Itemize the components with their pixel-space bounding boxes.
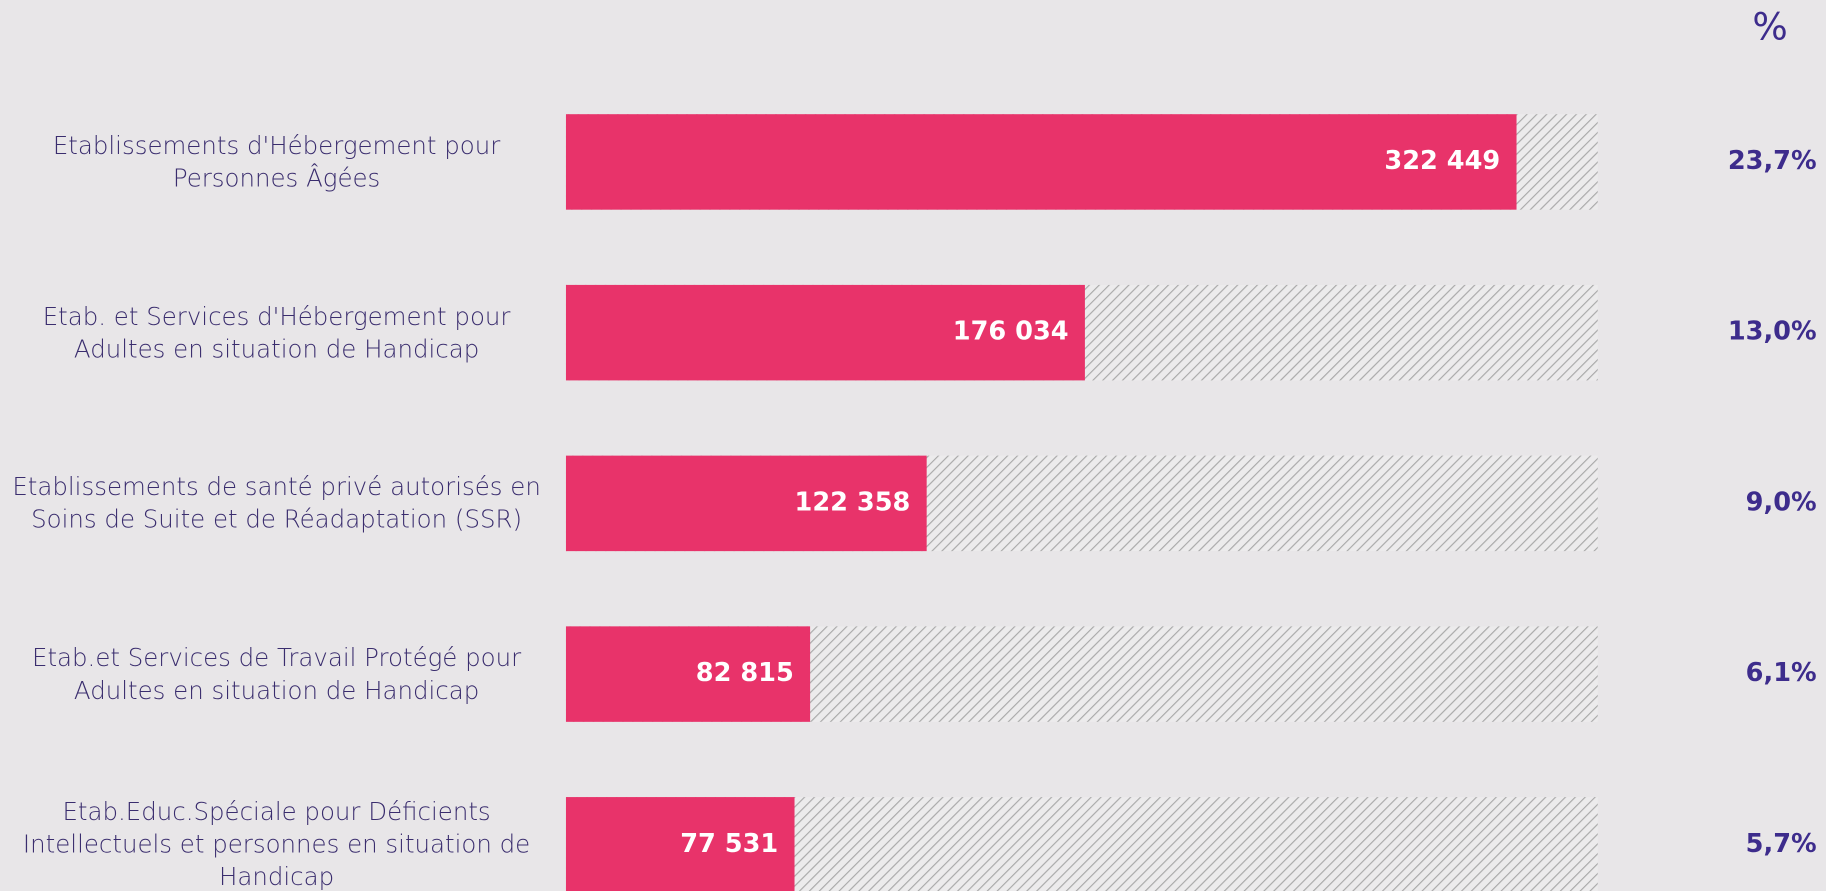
bar <box>565 114 1517 210</box>
category-label-box: Etablissements d'Hébergement pour Person… <box>12 92 542 232</box>
percent-label: 23,7% <box>1728 146 1817 176</box>
value-label: 176 034 <box>953 317 1069 347</box>
bar <box>565 797 795 891</box>
category-label-box: Etab. et Services d'Hébergement pour Adu… <box>12 263 542 403</box>
category-label-box: Etab. et Services d'Hébergement pour Adu… <box>12 263 542 403</box>
category-label: Etablissements d'Hébergement pour Person… <box>52 131 501 193</box>
value-label: 82 815 <box>696 658 794 688</box>
bar <box>565 626 811 722</box>
value-label: 122 358 <box>795 487 911 517</box>
bar <box>565 455 927 552</box>
percent-label: 5,7% <box>1746 829 1817 859</box>
percent-label: 6,1% <box>1746 658 1817 688</box>
percent-header: % <box>1752 5 1787 49</box>
percent-label: 9,0% <box>1746 487 1817 517</box>
category-label-box: Etablissements de santé privé autorisés … <box>12 433 542 573</box>
category-label-box: Etab.et Services de Travail Protégé pour… <box>12 604 542 744</box>
category-label-box: Etab.et Services de Travail Protégé pour… <box>12 604 542 744</box>
category-label-box: Etab.Educ.Spéciale pour Déficients Intel… <box>12 775 542 891</box>
category-label-box: Etablissements de santé privé autorisés … <box>12 433 542 573</box>
category-label: Etablissements de santé privé autorisés … <box>12 473 541 534</box>
category-label: Etab. et Services d'Hébergement pour Adu… <box>42 302 511 363</box>
bar <box>565 284 1085 381</box>
percent-label: 13,0% <box>1728 317 1817 347</box>
category-label: Etab.et Services de Travail Protégé pour… <box>32 643 522 705</box>
category-label: Etab.Educ.Spéciale pour Déficients Intel… <box>22 798 531 891</box>
category-label-box: Etablissements d'Hébergement pour Person… <box>12 92 542 232</box>
value-label: 322 449 <box>1384 146 1500 176</box>
value-label: 77 531 <box>680 829 778 859</box>
category-label-box: Etab.Educ.Spéciale pour Déficients Intel… <box>12 775 542 891</box>
